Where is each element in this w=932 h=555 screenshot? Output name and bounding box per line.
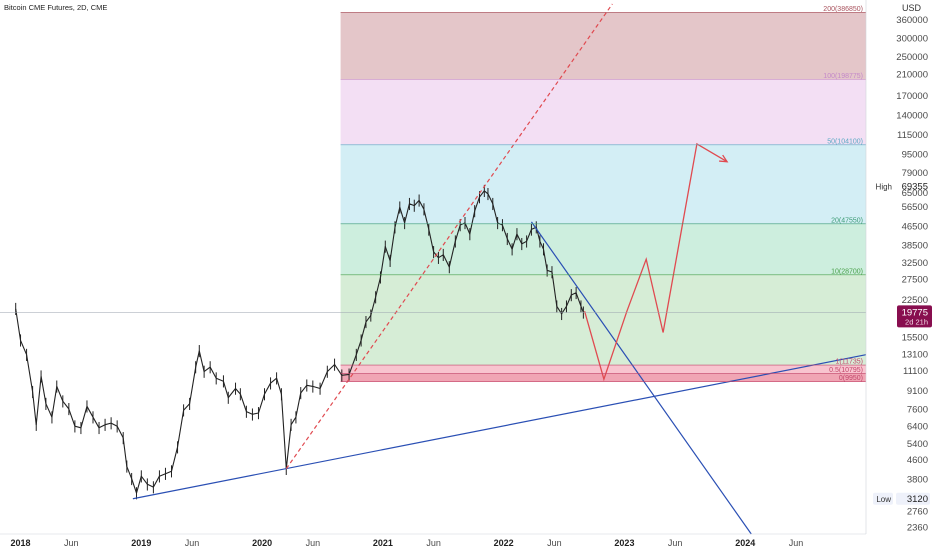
x-tick-label: Jun [668,538,683,548]
fib-zone-1 [340,365,866,374]
last-price-value: 19775 [902,307,928,318]
y-tick-label: 95000 [902,150,928,161]
time-axis[interactable]: 2018 Jun 2019 Jun 2020 Jun 2021 Jun 2022 Jun 2023 J… [0,533,866,548]
y-tick-label: 11100 [903,366,928,377]
fib-zone-2 [340,274,866,366]
trend-line-2 [285,3,613,470]
y-tick-label: 250000 [896,52,928,63]
x-tick-label: Jun [306,538,321,548]
y-tick-label: 7600 [907,404,928,415]
x-tick-label: Jun [426,538,441,548]
y-tick-label: 22500 [902,295,928,306]
y-tick-label: 140000 [896,110,928,121]
low-marker-value-box [896,492,930,505]
y-tick-label: 360000 [896,15,928,26]
fib-zone-3 [340,223,866,275]
x-tick-label: 2022 [494,538,514,548]
y-tick-label: 79000 [902,168,928,179]
chart-title: Bitcoin CME Futures, 2D, CME [4,3,107,12]
x-tick-label: 2020 [252,538,272,548]
x-tick-label: 2024 [735,538,755,548]
last-price-box [897,305,932,328]
x-tick-label: 2021 [373,538,393,548]
y-tick-label: 46500 [902,222,928,233]
x-tick-label: 2023 [614,538,634,548]
y-tick-label: 170000 [896,91,928,102]
y-tick-label: 115000 [897,130,928,141]
y-tick-label: 27500 [902,275,928,286]
fib-zone-4 [340,144,866,224]
fib-zones [340,12,866,382]
fib-level-label-3: 20(47550) [831,217,863,224]
trend-line-1 [530,221,752,535]
low-marker-value: 3120 [907,494,928,505]
high-marker-value: 69355 [902,181,928,192]
x-tick-label: Jun [64,538,79,548]
y-tick-label: 15500 [902,332,928,343]
fib-level-label-2: 50(104100) [827,138,863,145]
price-series [15,184,584,500]
y-tick-label: 4600 [907,455,928,466]
projection-path [583,142,729,382]
y-tick-label: 38500 [902,241,928,252]
y-tick-label: 6400 [907,422,928,433]
fib-level-label-1: 100(198775) [823,73,863,80]
price-axis-background [866,0,932,550]
price-line [15,190,584,494]
trend-lines [132,3,867,535]
x-tick-label: Jun [547,538,562,548]
y-tick-label: 2360 [907,522,928,533]
x-tick-label: Jun [185,538,200,548]
y-tick-label: 13100 [902,349,928,360]
y-tick-label: 56500 [902,202,928,213]
x-tick-label: Jun [789,538,804,548]
y-tick-label: 32500 [902,258,928,269]
y-tick-label: 210000 [896,69,928,80]
y-tick-label: 5400 [907,439,928,450]
y-tick-label: 65000 [902,188,928,199]
y-tick-label: 3800 [907,474,928,485]
fib-level-label-7: 0(9950) [839,375,863,382]
trend-line-0 [132,354,867,500]
x-tick-label: 2018 [11,538,31,548]
fib-level-label-4: 10(28700) [831,268,863,275]
y-tick-label: 300000 [896,33,928,44]
fib-level-label-0: 200(386850) [823,6,863,13]
projection-line [583,142,728,382]
price-axis[interactable]: 360000 300000 250000 210000 170000 140000 1150… [865,0,932,550]
fib-level-label-5: 1(11735) [835,359,863,366]
low-marker-label: Low [876,495,891,504]
fib-zone-5 [340,79,866,145]
fib-zone-6 [340,12,866,80]
last-price-countdown: 2d 21h [905,317,928,326]
projection-arrowhead [719,154,729,163]
fib-level-labels: 200(386850) 100(198775) 50(104100) 20(47550… [0,6,866,382]
y-tick-label: 9100 [907,386,928,397]
x-tick-label: 2019 [131,538,151,548]
high-marker-label: High [876,182,892,191]
y-tick-label: 2760 [907,507,928,518]
fib-level-label-6: 0.5(10795) [829,367,863,374]
low-marker-box [873,492,893,505]
currency-label: USD [902,3,922,13]
